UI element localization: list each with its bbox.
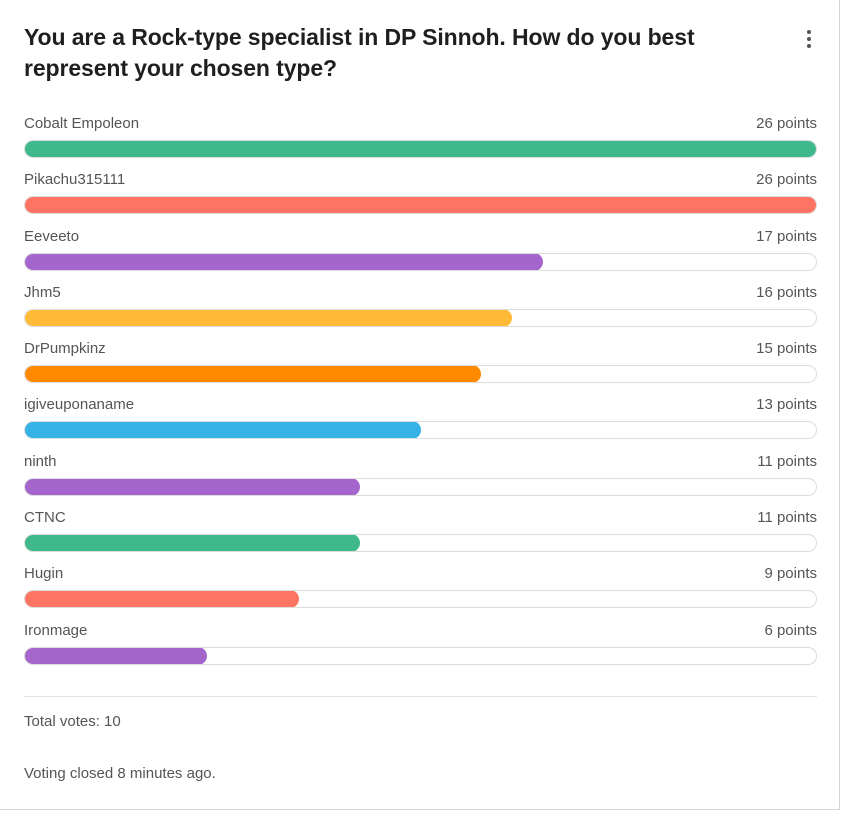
poll-option: Eeveeto 17 points — [24, 225, 817, 281]
divider — [24, 696, 817, 697]
option-label: ninth — [24, 452, 57, 470]
poll-option: igiveuponaname 13 points — [24, 393, 817, 449]
option-progress-fill — [25, 309, 512, 326]
option-label: Pikachu315111 — [24, 171, 126, 189]
option-progress-fill — [25, 535, 360, 552]
option-label: Hugin — [24, 565, 64, 583]
option-points: 13 points — [756, 396, 817, 414]
poll-option: CTNC 11 points — [24, 506, 817, 562]
option-label: Jhm5 — [24, 283, 61, 301]
poll-option: Jhm5 16 points — [24, 281, 817, 337]
option-points: 11 points — [757, 452, 817, 470]
option-label: CTNC — [24, 509, 66, 527]
option-progress-track — [24, 534, 817, 553]
total-votes: Total votes: 10 — [24, 713, 121, 730]
option-points: 15 points — [756, 340, 817, 358]
option-progress-track — [24, 590, 817, 609]
option-progress-fill — [25, 197, 816, 214]
option-progress-fill — [25, 591, 299, 608]
option-progress-track — [24, 365, 817, 384]
poll-options: Cobalt Empoleon 26 points Pikachu315111 26 … — [24, 112, 817, 675]
poll-option: Cobalt Empoleon 26 points — [24, 112, 817, 168]
option-progress-track — [24, 252, 817, 271]
kebab-menu-icon[interactable] — [798, 28, 820, 50]
option-points: 9 points — [764, 565, 817, 583]
option-label: DrPumpkinz — [24, 340, 106, 358]
option-points: 26 points — [756, 115, 817, 132]
poll-option: ninth 11 points — [24, 450, 817, 506]
poll-option: Hugin 9 points — [24, 562, 817, 618]
poll-option: DrPumpkinz 15 points — [24, 337, 817, 393]
option-progress-fill — [25, 253, 543, 270]
poll-option: Pikachu315111 26 points — [24, 168, 817, 224]
option-progress-track — [24, 308, 817, 327]
option-progress-track — [24, 196, 817, 215]
option-progress-fill — [25, 478, 360, 495]
option-label: Ironmage — [24, 621, 88, 639]
option-points: 16 points — [756, 283, 817, 301]
poll-title: You are a Rock-type specialist in DP Sin… — [24, 24, 695, 81]
option-progress-fill — [25, 422, 421, 439]
option-progress-track — [24, 646, 817, 665]
option-points: 6 points — [764, 621, 817, 639]
option-points: 17 points — [756, 227, 817, 245]
option-label: Eeveeto — [24, 227, 80, 245]
option-progress-fill — [25, 647, 207, 664]
poll-header: You are a Rock-type specialist in DP Sin… — [24, 22, 724, 84]
option-points: 11 points — [757, 509, 817, 527]
poll-option: Ironmage 6 points — [24, 619, 817, 675]
option-progress-fill — [25, 141, 816, 157]
option-progress-fill — [25, 366, 481, 383]
option-progress-track — [24, 421, 817, 440]
option-label: igiveuponaname — [24, 396, 135, 414]
option-points: 26 points — [756, 171, 817, 189]
option-label: Cobalt Empoleon — [24, 115, 140, 132]
option-progress-track — [24, 140, 817, 158]
voting-status: Voting closed 8 minutes ago. — [24, 765, 216, 782]
option-progress-track — [24, 477, 817, 496]
